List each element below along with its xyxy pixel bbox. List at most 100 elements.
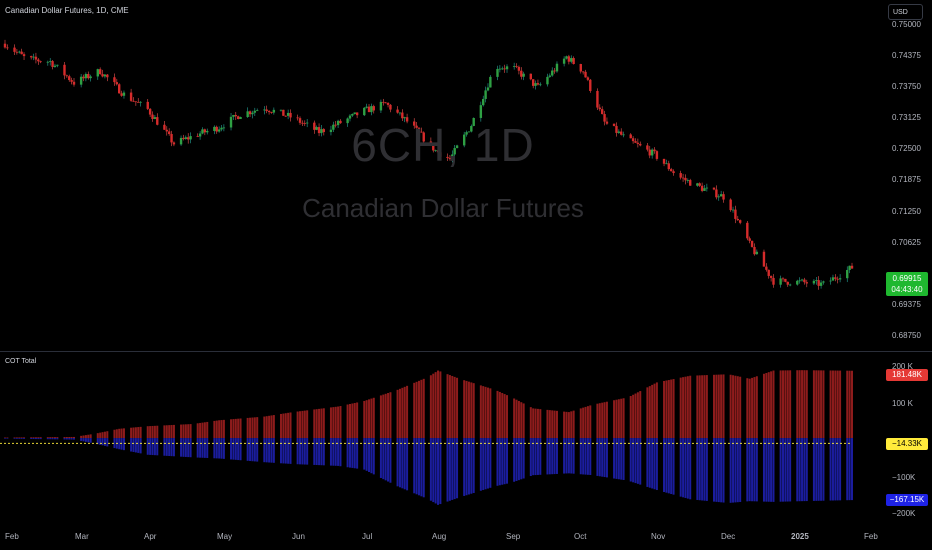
cot-short-bar [37,438,40,440]
candle-body [684,177,687,181]
cot-long-bar [270,415,273,439]
currency-button[interactable]: USD [888,4,923,20]
candle-body [405,117,409,122]
cot-short-bar [672,438,675,495]
cot-long-bar [786,370,789,439]
time-label: Apr [144,532,157,541]
cot-long-bar [803,370,806,439]
price-tick: 0.70625 [892,238,921,247]
cot-long-bar [363,400,366,439]
candle-body [805,282,808,284]
time-label: Dec [721,532,736,541]
candle-body [167,131,171,135]
time-label: Aug [432,532,447,541]
candle-body [298,118,302,123]
cot-short-bar [634,438,637,484]
cot-short-bar [70,438,73,440]
candle-body [822,281,825,283]
cot-short-bar [636,438,639,484]
cot-short-bar [49,438,52,440]
candle-body [622,134,625,136]
candle-body [734,209,737,219]
cot-long-bar [506,395,509,439]
cot-long-bar [139,426,142,439]
cot-long-bar [370,398,373,439]
cot-short-bar [586,438,589,475]
cot-long-bar [318,408,321,439]
cot-short-bar [46,438,49,440]
cot-short-bar [106,438,109,447]
cot-short-bar [453,438,456,500]
cot-long-bar [49,437,52,439]
cot-short-bar [448,438,451,501]
cot-short-bar [32,438,35,440]
cot-long-bar [632,394,635,439]
cot-long-bar [498,391,501,439]
candle-body [838,278,842,280]
candle-body [172,142,176,145]
cot-short-bar [232,438,235,460]
time-label: Nov [651,532,666,541]
cot-short-bar [56,438,59,440]
cot-long-bar [203,422,206,439]
cot-short-bar [486,438,489,489]
candle-body [163,124,166,130]
cot-long-bar [646,387,649,439]
cot-short-bar [713,438,716,502]
pane-divider[interactable] [0,351,932,352]
cot-long-bar [251,417,254,439]
cot-long-bar [120,428,123,439]
candle-body [232,115,235,117]
cot-long-bar [303,410,306,439]
candle-body [20,51,23,55]
cot-long-bar [486,387,489,439]
candle-body [705,187,709,189]
cot-short-bar [101,438,104,446]
candle-body [198,133,202,137]
candles-layer [3,39,854,290]
cot-short-bar [798,438,801,502]
cot-short-bar [149,438,152,455]
cot-short-bar [563,438,566,474]
candle-body [336,120,340,126]
cot-short-bar [465,438,468,496]
cot-short-bar [268,438,271,463]
cot-short-bar [6,438,9,439]
candle-body [455,145,459,149]
cot-long-bar [446,374,449,439]
candle-body [279,109,283,111]
cot-long-bar [484,386,487,439]
candle-body [379,101,383,111]
candle-body [370,106,373,113]
cot-long-bar [555,410,558,439]
cot-short-bar [289,438,292,464]
candle-body [246,111,249,118]
cot-long-bar [765,372,768,439]
candle-body [118,84,121,94]
candle-body [182,137,185,139]
candle-body [148,108,152,115]
candle-body [65,75,69,77]
cot-long-bar [532,408,535,439]
candle-body [453,148,456,155]
candle-body [139,101,142,103]
indicator-title[interactable]: COT Total [5,358,37,365]
cot-long-bar [15,437,18,439]
cot-short-bar [655,438,658,491]
cot-short-bar [686,438,689,499]
candle-body [834,277,837,279]
cot-short-bar [456,438,459,499]
cot-long-bar [703,375,706,439]
cot-long-bar [34,437,37,439]
cot-long-bar [382,394,385,439]
cot-long-bar [672,379,675,439]
cot-long-bar [353,402,356,439]
candle-body [689,180,692,186]
candle-body [289,112,292,118]
candle-body [132,100,135,102]
cot-short-bar [265,438,268,463]
cot-short-bar [215,438,218,459]
candle-body [605,121,609,124]
candle-body [748,238,751,241]
